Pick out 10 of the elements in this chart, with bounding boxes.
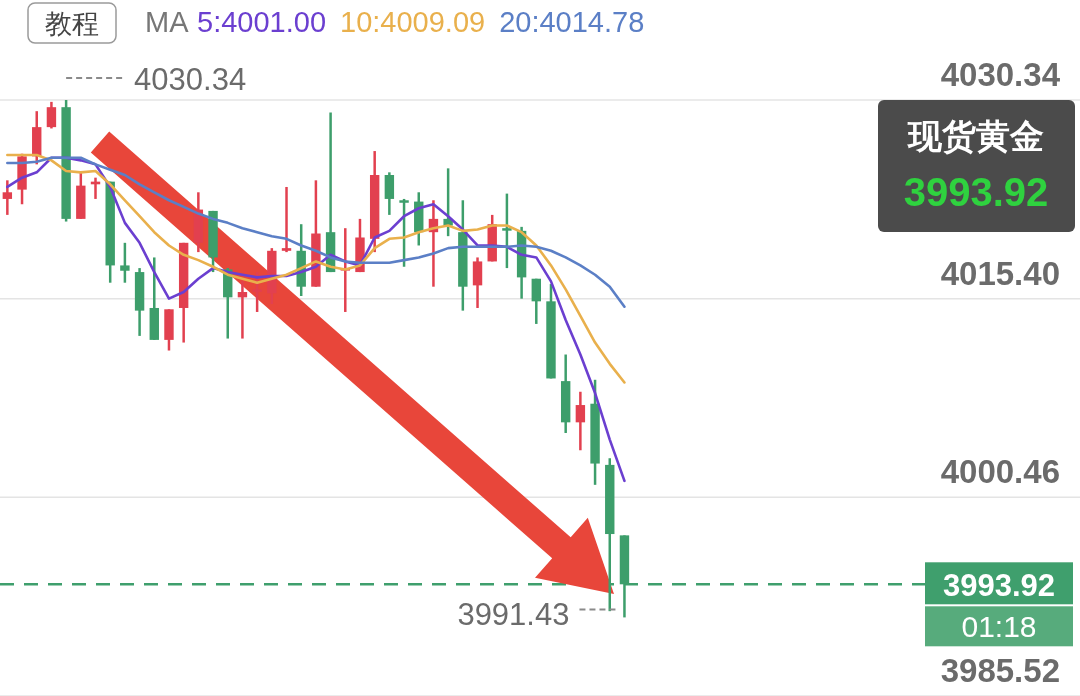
legend: MA 5:4001.00 10:4009.09 20:4014.78 bbox=[145, 6, 645, 38]
annotation: 3991.43 bbox=[457, 597, 570, 633]
y-tick-label: 4015.40 bbox=[940, 254, 1060, 292]
y-tick-label: 3985.52 bbox=[940, 652, 1060, 689]
text: 教程 bbox=[45, 9, 99, 39]
y-tick-label: 4000.46 bbox=[940, 453, 1060, 491]
text: 01:18 bbox=[961, 610, 1037, 644]
y-tick-label: 4030.34 bbox=[940, 56, 1061, 93]
ref-line-label: 3993.92 bbox=[942, 568, 1056, 604]
price-box: 现货黄金 3993.92 bbox=[878, 100, 1075, 232]
